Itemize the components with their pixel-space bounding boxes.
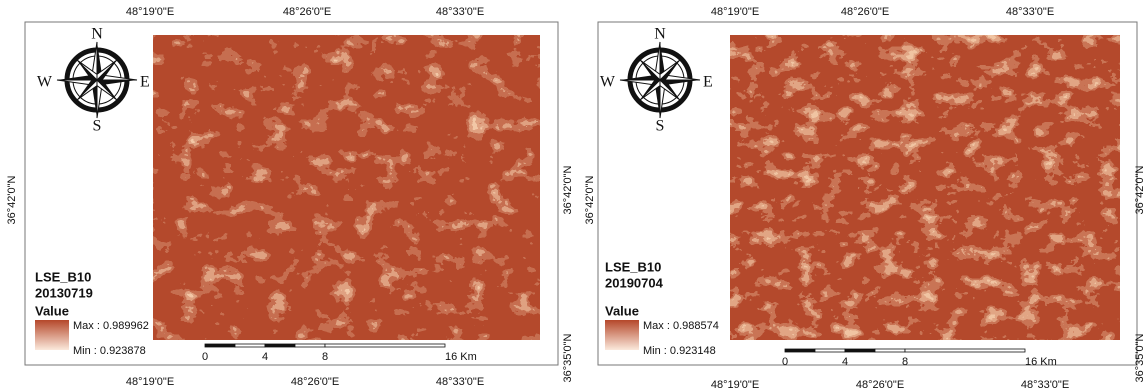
- legend-title: LSE_B10: [605, 259, 661, 274]
- legend-min: Min : 0.923148: [643, 345, 716, 357]
- compass-e: E: [140, 74, 150, 91]
- legend-max: Max : 0.989962: [73, 320, 149, 332]
- top-longitude: 48°26'0"E: [841, 6, 889, 18]
- scale-label: 16 Km: [445, 351, 477, 363]
- scale-label: 4: [262, 351, 268, 363]
- map-panel: 48°19'0"E 48°26'0"E 48°33'0"E 48°19'0"E 48°2…: [6, 6, 574, 388]
- scale-segment: [294, 343, 326, 348]
- top-longitude: 48°19'0"E: [711, 6, 759, 18]
- top-longitude: 48°33'0"E: [436, 6, 484, 18]
- scale-segment: [904, 348, 1026, 353]
- left-latitude: 36°42'0"N: [584, 175, 596, 224]
- compass-e: E: [703, 74, 713, 91]
- scale-label: 0: [202, 351, 208, 363]
- scale-segment: [874, 348, 906, 353]
- legend-min: Min : 0.923878: [73, 345, 146, 357]
- compass-w: W: [600, 74, 616, 91]
- left-latitude: 36°42'0"N: [6, 175, 18, 224]
- compass-s: S: [93, 118, 102, 135]
- legend-value: Value: [35, 303, 69, 318]
- scale-segment: [324, 343, 446, 348]
- map-panel: 48°19'0"E 48°26'0"E 48°33'0"E 48°19'0"E 48°2…: [584, 6, 1145, 391]
- right-latitude: 36°35'0"N: [1134, 333, 1145, 382]
- scale-label: 8: [322, 351, 328, 363]
- legend-max: Max : 0.988574: [643, 320, 719, 332]
- scale-label: 16 Km: [1025, 356, 1057, 368]
- legend-value: Value: [605, 303, 639, 318]
- scale-segment: [234, 343, 266, 348]
- compass-n: N: [91, 26, 103, 43]
- bottom-longitude: 48°19'0"E: [126, 376, 174, 388]
- scale-segment: [204, 343, 236, 348]
- raster-texture: [730, 35, 1120, 340]
- right-latitude: 36°42'0"N: [1134, 165, 1145, 214]
- bottom-longitude: 48°26'0"E: [291, 376, 339, 388]
- legend-date: 20190704: [605, 275, 664, 290]
- scale-segment: [264, 343, 296, 348]
- legend-ramp: [605, 320, 639, 350]
- top-longitude: 48°26'0"E: [283, 6, 331, 18]
- bottom-longitude: 48°26'0"E: [856, 379, 904, 391]
- right-latitude: 36°42'0"N: [562, 165, 574, 214]
- scale-label: 0: [782, 356, 788, 368]
- top-longitude: 48°33'0"E: [1006, 6, 1054, 18]
- legend-date: 20130719: [35, 285, 93, 300]
- compass-w: W: [37, 74, 53, 91]
- compass-n: N: [654, 26, 666, 43]
- compass-s: S: [656, 118, 665, 135]
- scale-label: 8: [902, 356, 908, 368]
- scale-segment: [784, 348, 816, 353]
- top-longitude: 48°19'0"E: [126, 6, 174, 18]
- right-latitude: 36°35'0"N: [562, 333, 574, 382]
- bottom-longitude: 48°33'0"E: [436, 376, 484, 388]
- legend-title: LSE_B10: [35, 269, 91, 284]
- raster-texture: [153, 35, 540, 340]
- scale-label: 4: [842, 356, 848, 368]
- bottom-longitude: 48°33'0"E: [1021, 379, 1069, 391]
- scale-segment: [844, 348, 876, 353]
- scale-segment: [814, 348, 846, 353]
- bottom-longitude: 48°19'0"E: [711, 379, 759, 391]
- legend-ramp: [35, 320, 69, 350]
